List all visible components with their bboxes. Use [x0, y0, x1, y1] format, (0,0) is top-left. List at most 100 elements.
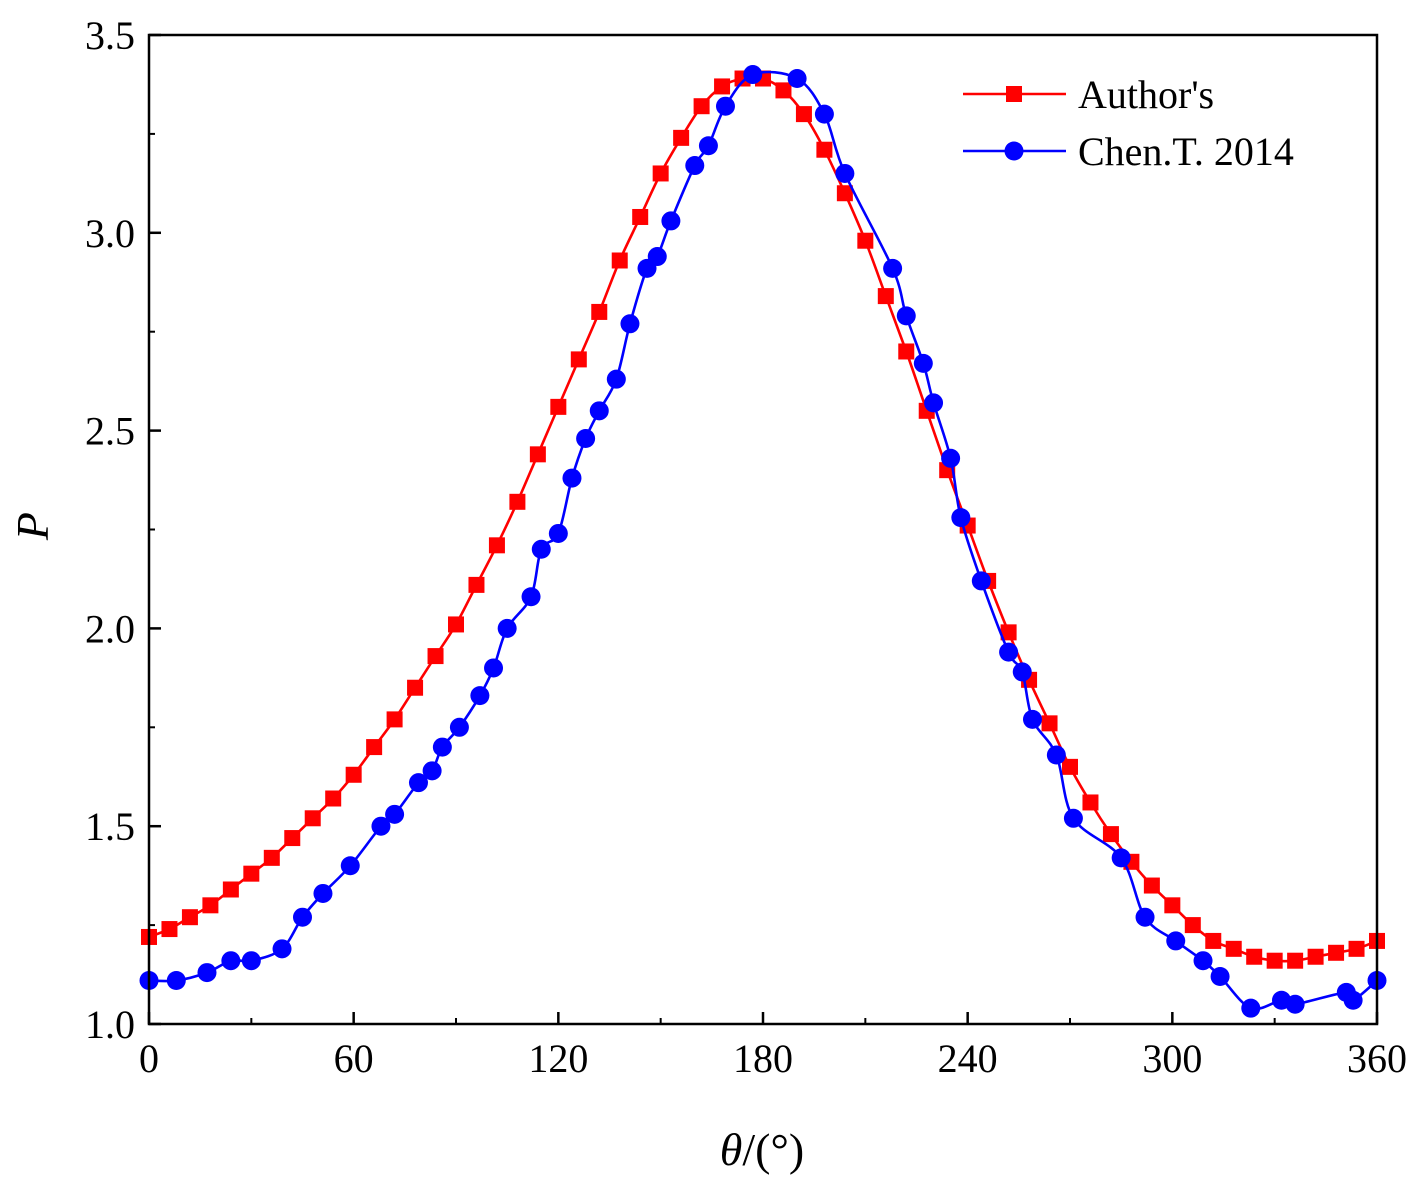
- axes: 0 60 120 180 240 300 360 1.0 1.5 2.0 2.5 3.0 3.5: [85, 13, 1407, 1081]
- data-point: [422, 761, 442, 781]
- data-point: [497, 618, 517, 638]
- data-point: [562, 468, 582, 488]
- legend-marker: [1006, 86, 1022, 102]
- x-tick-label: 300: [1142, 1036, 1202, 1081]
- data-point: [509, 493, 526, 510]
- data-point: [1343, 990, 1363, 1010]
- x-tick-label: 360: [1347, 1036, 1407, 1081]
- y-axis-title: P: [7, 512, 58, 541]
- data-point: [1287, 952, 1304, 969]
- data-point: [407, 679, 424, 696]
- data-point: [1328, 944, 1345, 961]
- data-point: [714, 78, 731, 95]
- data-point: [883, 258, 903, 278]
- legend: Author's Chen.T. 2014: [963, 72, 1294, 174]
- data-point: [814, 104, 834, 124]
- data-point: [1046, 745, 1066, 765]
- data-point: [1205, 932, 1222, 949]
- data-point: [743, 65, 763, 85]
- data-point: [293, 907, 312, 927]
- data-point: [448, 616, 464, 633]
- data-point: [836, 185, 853, 202]
- data-point: [1210, 967, 1230, 987]
- data-point: [550, 398, 567, 415]
- data-point: [775, 82, 792, 99]
- data-point: [385, 804, 405, 824]
- data-point: [161, 921, 178, 938]
- data-point: [432, 737, 452, 757]
- data-point: [1184, 917, 1201, 934]
- data-point: [673, 129, 690, 146]
- data-point: [531, 539, 551, 559]
- x-axis-title-variable: θ: [720, 1124, 743, 1175]
- data-point: [1000, 624, 1017, 641]
- data-point: [408, 773, 428, 793]
- x-tick-label: 180: [733, 1036, 793, 1081]
- legend-item-1: Author's: [963, 72, 1214, 117]
- data-point: [652, 165, 669, 182]
- data-point: [999, 642, 1019, 662]
- data-point: [606, 369, 626, 389]
- data-point: [835, 163, 855, 183]
- data-point: [222, 881, 239, 898]
- data-point: [221, 951, 241, 971]
- series-2: [139, 65, 1387, 1018]
- data-point: [924, 393, 944, 413]
- data-point: [345, 766, 362, 783]
- data-point: [488, 537, 505, 554]
- data-point: [1082, 794, 1099, 811]
- data-point: [951, 508, 971, 528]
- data-point: [371, 816, 391, 836]
- data-point: [913, 353, 933, 373]
- data-point: [1266, 952, 1283, 969]
- data-point: [181, 909, 198, 926]
- data-point: [1063, 808, 1083, 828]
- data-point: [693, 98, 710, 115]
- data-point: [816, 141, 833, 158]
- data-point: [576, 429, 596, 449]
- data-point: [166, 970, 186, 990]
- x-tick-label: 120: [528, 1036, 588, 1081]
- data-point: [1193, 951, 1213, 971]
- data-point: [366, 739, 383, 756]
- data-point: [1135, 907, 1155, 927]
- data-point: [611, 252, 628, 269]
- data-point: [632, 208, 649, 225]
- data-point: [591, 303, 608, 320]
- data-point: [1041, 715, 1058, 732]
- data-point: [857, 232, 874, 249]
- y-tick-label: 1.0: [85, 1002, 135, 1047]
- data-point: [1102, 826, 1119, 843]
- data-point: [484, 658, 504, 678]
- data-point: [877, 288, 894, 305]
- data-point: [715, 96, 735, 116]
- data-point: [589, 401, 609, 421]
- data-point: [284, 830, 301, 847]
- data-point: [529, 446, 546, 463]
- data-point: [325, 790, 342, 807]
- data-point: [1307, 948, 1324, 965]
- data-point: [470, 686, 490, 706]
- data-point: [243, 865, 260, 882]
- y-tick-label: 1.5: [85, 804, 135, 849]
- data-point: [1164, 897, 1181, 914]
- data-point: [1166, 931, 1186, 951]
- data-point: [620, 314, 640, 334]
- data-point: [304, 810, 321, 827]
- x-axis-title: θ/(°): [720, 1124, 804, 1175]
- x-axis-title-unit: /(°): [742, 1124, 804, 1175]
- data-point: [570, 351, 587, 368]
- data-point: [1111, 848, 1131, 868]
- data-point: [263, 849, 280, 866]
- y-tick-label: 3.5: [85, 13, 135, 58]
- data-point: [1285, 994, 1305, 1014]
- legend-item-2: Chen.T. 2014: [963, 129, 1294, 174]
- y-tick-label: 3.0: [85, 211, 135, 256]
- data-point: [896, 306, 916, 326]
- data-point: [313, 883, 333, 903]
- data-point: [971, 571, 991, 591]
- plot-area: [139, 65, 1387, 1018]
- data-point: [941, 448, 961, 468]
- data-point: [1012, 662, 1032, 682]
- data-point: [548, 523, 568, 543]
